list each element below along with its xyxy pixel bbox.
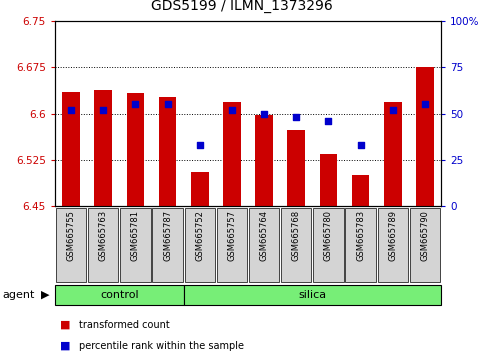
Text: GSM665755: GSM665755 [67,210,75,261]
Text: GDS5199 / ILMN_1373296: GDS5199 / ILMN_1373296 [151,0,332,13]
Point [67,107,75,113]
Text: transformed count: transformed count [79,320,170,330]
Text: ■: ■ [60,341,71,351]
Text: GSM665783: GSM665783 [356,210,365,261]
Bar [281,209,312,282]
Bar [255,115,273,206]
Bar [184,285,441,305]
Point [292,114,300,120]
Text: GSM665757: GSM665757 [227,210,236,261]
Point [131,101,139,107]
Text: ■: ■ [60,320,71,330]
Point [164,101,171,107]
Bar [352,175,369,206]
Bar [191,172,209,206]
Point [325,118,332,124]
Text: GSM665752: GSM665752 [195,210,204,261]
Bar [384,102,401,206]
Bar [120,209,151,282]
Text: GSM665789: GSM665789 [388,210,397,261]
Text: control: control [100,290,139,300]
Point [99,107,107,113]
Bar [159,97,176,206]
Bar [94,90,112,206]
Bar [345,209,376,282]
Bar [127,93,144,206]
Bar [416,67,434,206]
Bar [223,102,241,206]
Text: GSM665781: GSM665781 [131,210,140,261]
Text: GSM665763: GSM665763 [99,210,108,261]
Text: GSM665780: GSM665780 [324,210,333,261]
Text: GSM665768: GSM665768 [292,210,301,261]
Bar [185,209,215,282]
Text: GSM665764: GSM665764 [259,210,269,261]
Bar [153,209,183,282]
Bar [410,209,440,282]
Text: silica: silica [298,290,327,300]
Bar [320,154,337,206]
Bar [287,130,305,206]
Point [421,101,429,107]
Bar [313,209,343,282]
Point [260,111,268,116]
Text: GSM665787: GSM665787 [163,210,172,261]
Point [196,142,204,148]
Bar [249,209,279,282]
Text: percentile rank within the sample: percentile rank within the sample [79,341,244,351]
Text: ▶: ▶ [41,290,50,300]
Bar [88,209,118,282]
Bar [62,92,80,206]
Bar [378,209,408,282]
Text: agent: agent [2,290,35,300]
Bar [56,209,86,282]
Bar [217,209,247,282]
Point [389,107,397,113]
Point [357,142,365,148]
Text: GSM665790: GSM665790 [420,210,429,261]
Bar [55,285,184,305]
Point [228,107,236,113]
